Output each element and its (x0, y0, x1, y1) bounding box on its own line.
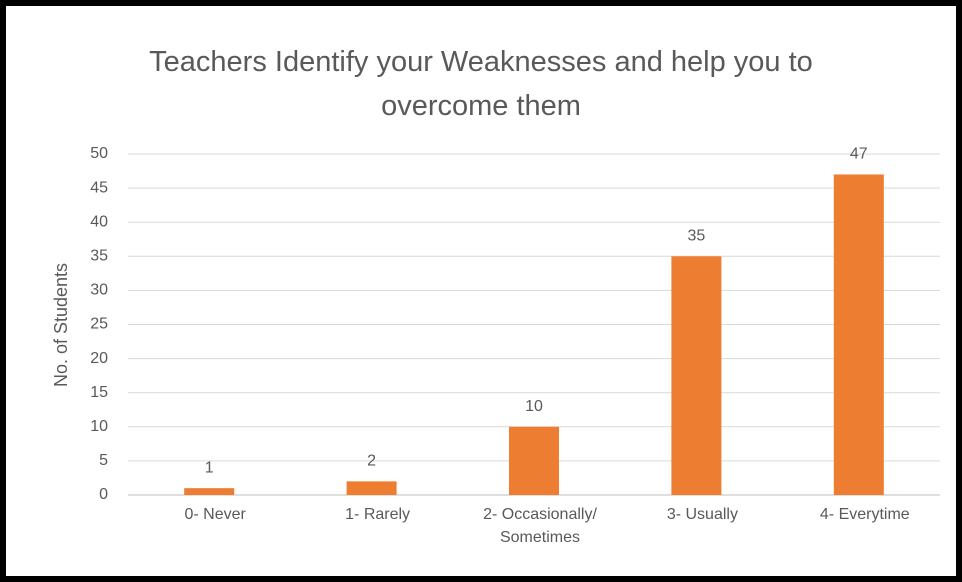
x-tick-label: 4- Everytime (819, 506, 910, 523)
chart-title: Teachers Identify your Weaknesses and he… (149, 46, 813, 122)
y-tick-label: 30 (90, 282, 108, 299)
bar (509, 426, 559, 495)
data-label: 35 (688, 228, 706, 245)
bar (671, 256, 722, 495)
bar (833, 174, 884, 495)
plot: 0 5 10 15 20 25 30 35 40 45 50 No. of Students 1 2 10 3… (51, 145, 940, 503)
x-tick-label: 1- Rarely (345, 506, 411, 523)
y-tick-label: 35 (90, 248, 108, 265)
data-label: 10 (525, 398, 543, 415)
x-tick-label: 2- Occasionally/ Sometimes (483, 506, 597, 546)
y-tick-label: 50 (90, 145, 108, 162)
bar (184, 488, 235, 495)
x-tick-label: 0- Never (184, 506, 246, 523)
bar (346, 481, 397, 495)
y-tick-label: 10 (90, 418, 108, 435)
x-tick-label: 3- Usually (666, 506, 738, 523)
y-tick-label: 25 (90, 316, 108, 333)
y-tick-label: 20 (90, 350, 108, 367)
y-axis-label: No. of Students (51, 263, 71, 387)
data-label: 1 (205, 459, 214, 476)
y-tick-label: 5 (99, 452, 108, 469)
data-label: 2 (367, 453, 376, 470)
data-label: 47 (850, 146, 868, 163)
y-tick-label: 0 (99, 486, 108, 503)
y-tick-label: 15 (90, 384, 108, 401)
y-tick-label: 45 (90, 179, 108, 196)
y-tick-label: 40 (90, 213, 108, 230)
